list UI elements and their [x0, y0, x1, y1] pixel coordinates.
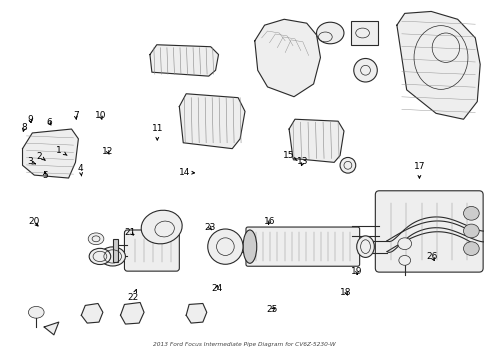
Ellipse shape — [28, 306, 44, 318]
Polygon shape — [81, 303, 102, 323]
FancyBboxPatch shape — [375, 191, 482, 272]
Text: 13: 13 — [297, 157, 308, 166]
Ellipse shape — [463, 206, 478, 220]
Text: 2013 Ford Focus Intermediate Pipe Diagram for CV6Z-5230-W: 2013 Ford Focus Intermediate Pipe Diagra… — [153, 342, 335, 347]
Ellipse shape — [397, 238, 411, 249]
Ellipse shape — [398, 256, 410, 265]
Text: 5: 5 — [41, 171, 47, 180]
Text: 9: 9 — [27, 115, 33, 124]
Text: 20: 20 — [28, 217, 39, 226]
Text: 22: 22 — [127, 289, 139, 302]
Text: 4: 4 — [78, 164, 83, 176]
Text: 10: 10 — [95, 111, 106, 120]
Ellipse shape — [339, 157, 355, 173]
Text: 15: 15 — [282, 151, 297, 161]
Ellipse shape — [463, 242, 478, 256]
Text: 21: 21 — [124, 228, 136, 237]
Ellipse shape — [89, 248, 110, 265]
Ellipse shape — [88, 233, 103, 245]
Polygon shape — [44, 322, 59, 335]
Text: 23: 23 — [204, 223, 215, 232]
Polygon shape — [186, 303, 206, 323]
Text: 1: 1 — [56, 145, 67, 156]
Text: 25: 25 — [266, 305, 277, 314]
Circle shape — [353, 58, 377, 82]
Text: 6: 6 — [46, 118, 52, 127]
Ellipse shape — [356, 236, 374, 257]
Text: 11: 11 — [151, 124, 163, 140]
Polygon shape — [150, 45, 218, 76]
Bar — [112, 239, 117, 262]
Ellipse shape — [316, 22, 343, 44]
Ellipse shape — [243, 230, 256, 263]
Text: 18: 18 — [340, 288, 351, 297]
Ellipse shape — [100, 247, 125, 266]
Ellipse shape — [207, 229, 243, 264]
Polygon shape — [179, 94, 244, 149]
Ellipse shape — [463, 224, 478, 238]
Text: 19: 19 — [351, 266, 362, 275]
Text: 14: 14 — [179, 168, 194, 177]
Text: 12: 12 — [102, 147, 113, 156]
Text: 2: 2 — [37, 152, 45, 161]
Polygon shape — [22, 129, 78, 178]
Polygon shape — [254, 19, 320, 97]
Text: 26: 26 — [426, 252, 437, 261]
Text: 3: 3 — [27, 157, 36, 166]
Bar — [350, 21, 378, 45]
Polygon shape — [396, 12, 479, 119]
Text: 7: 7 — [73, 111, 79, 120]
Text: 16: 16 — [263, 217, 275, 226]
Polygon shape — [120, 302, 144, 324]
Text: 8: 8 — [21, 123, 27, 132]
FancyBboxPatch shape — [124, 230, 179, 271]
Ellipse shape — [141, 210, 182, 244]
Text: 24: 24 — [211, 284, 222, 293]
FancyBboxPatch shape — [245, 227, 359, 266]
Text: 17: 17 — [413, 162, 424, 178]
Polygon shape — [288, 119, 343, 162]
